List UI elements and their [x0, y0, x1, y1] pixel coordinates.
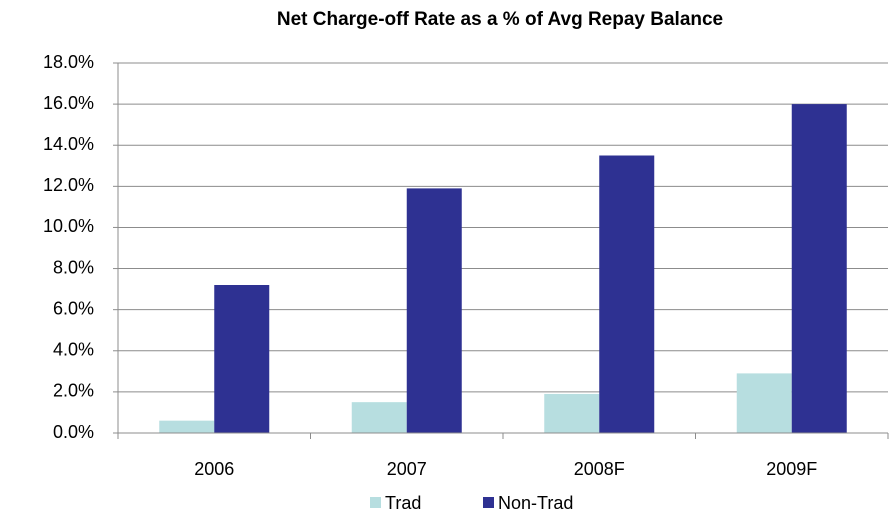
legend-swatch: [370, 497, 381, 508]
y-tick-label: 14.0%: [43, 134, 94, 154]
chart-title: Net Charge-off Rate as a % of Avg Repay …: [277, 9, 723, 30]
y-tick-label: 6.0%: [53, 298, 94, 318]
bar: [351, 402, 407, 433]
y-tick-label: 12.0%: [43, 175, 94, 195]
bar: [599, 155, 655, 433]
x-tick-label: 2009F: [766, 459, 817, 479]
y-tick-label: 2.0%: [53, 381, 94, 401]
legend-label: Non-Trad: [498, 493, 573, 513]
x-tick-label: 2007: [387, 459, 427, 479]
bar: [159, 420, 215, 433]
bar: [736, 373, 792, 433]
bar: [544, 393, 600, 433]
legend-swatch: [483, 497, 494, 508]
y-tick-label: 16.0%: [43, 93, 94, 113]
y-tick-label: 8.0%: [53, 257, 94, 277]
legend-label: Trad: [385, 493, 421, 513]
x-tick-label: 2006: [194, 459, 234, 479]
y-tick-label: 0.0%: [53, 422, 94, 442]
bar: [791, 104, 847, 433]
y-tick-label: 10.0%: [43, 216, 94, 236]
y-tick-label: 18.0%: [43, 52, 94, 72]
x-tick-label: 2008F: [574, 459, 625, 479]
bar: [214, 285, 270, 433]
bar: [406, 188, 462, 433]
y-tick-label: 4.0%: [53, 340, 94, 360]
